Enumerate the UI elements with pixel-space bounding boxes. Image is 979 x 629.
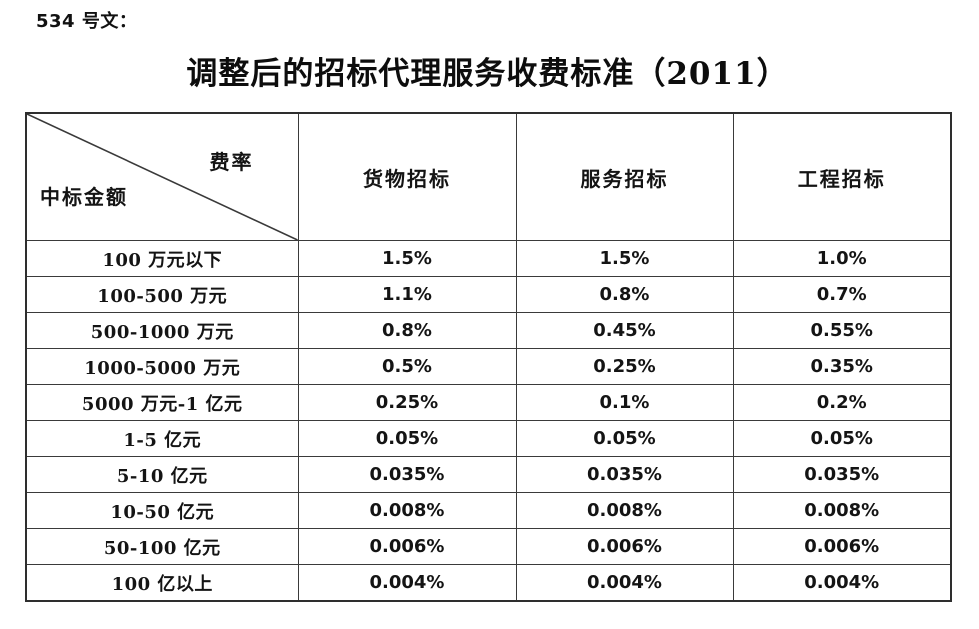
amount-cell: 100 亿以上 <box>25 564 299 602</box>
service-rate-cell: 1.5% <box>515 240 734 277</box>
goods-rate-cell: 0.004% <box>297 564 517 602</box>
amount-cell: 1000-5000 万元 <box>25 348 299 385</box>
table-row: 1000-5000 万元 0.5% 0.25% 0.35% <box>25 348 952 385</box>
table-row: 5-10 亿元 0.035% 0.035% 0.035% <box>25 456 952 493</box>
engineering-rate-cell: 0.035% <box>732 456 952 493</box>
corner-cell: 费率 中标金额 <box>25 112 299 241</box>
engineering-rate-cell: 0.05% <box>732 420 952 457</box>
service-rate-cell: 0.1% <box>515 384 734 421</box>
amount-cell: 10-50 亿元 <box>25 492 299 529</box>
amount-cell: 5-10 亿元 <box>25 456 299 493</box>
goods-rate-cell: 0.25% <box>297 384 517 421</box>
amount-cell: 100 万元以下 <box>25 240 299 277</box>
goods-rate-cell: 0.035% <box>297 456 517 493</box>
table-row: 500-1000 万元 0.8% 0.45% 0.55% <box>25 312 952 349</box>
engineering-rate-cell: 0.55% <box>732 312 952 349</box>
table-row: 5000 万元-1 亿元 0.25% 0.1% 0.2% <box>25 384 952 421</box>
engineering-rate-cell: 1.0% <box>732 240 952 277</box>
doc-number-label: 534 号文： <box>36 11 138 32</box>
amount-cell: 100-500 万元 <box>25 276 299 313</box>
goods-rate-cell: 1.5% <box>297 240 517 277</box>
table-row: 50-100 亿元 0.006% 0.006% 0.006% <box>25 528 952 565</box>
corner-label-amount: 中标金额 <box>40 185 128 209</box>
table-row: 10-50 亿元 0.008% 0.008% 0.008% <box>25 492 952 529</box>
amount-cell: 50-100 亿元 <box>25 528 299 565</box>
column-header-engineering: 工程招标 <box>732 112 952 241</box>
engineering-rate-cell: 0.35% <box>732 348 952 385</box>
service-rate-cell: 0.05% <box>515 420 734 457</box>
service-rate-cell: 0.008% <box>515 492 734 529</box>
goods-rate-cell: 0.5% <box>297 348 517 385</box>
table-row: 100 亿以上 0.004% 0.004% 0.004% <box>25 564 952 602</box>
service-rate-cell: 0.004% <box>515 564 734 602</box>
engineering-rate-cell: 0.7% <box>732 276 952 313</box>
diagonal-divider-line <box>27 114 298 240</box>
column-header-goods: 货物招标 <box>297 112 517 241</box>
column-header-service: 服务招标 <box>515 112 734 241</box>
engineering-rate-cell: 0.008% <box>732 492 952 529</box>
service-rate-cell: 0.25% <box>515 348 734 385</box>
service-rate-cell: 0.8% <box>515 276 734 313</box>
service-rate-cell: 0.45% <box>515 312 734 349</box>
table-row: 100-500 万元 1.1% 0.8% 0.7% <box>25 276 952 313</box>
goods-rate-cell: 0.8% <box>297 312 517 349</box>
engineering-rate-cell: 0.004% <box>732 564 952 602</box>
page-title: 调整后的招标代理服务收费标准（2011） <box>186 56 789 92</box>
table-row: 1-5 亿元 0.05% 0.05% 0.05% <box>25 420 952 457</box>
corner-label-rate: 费率 <box>209 150 254 174</box>
goods-rate-cell: 1.1% <box>297 276 517 313</box>
amount-cell: 5000 万元-1 亿元 <box>25 384 299 421</box>
fee-rate-table: 费率 中标金额 货物招标 服务招标 工程招标 100 万元以下 1.5% 1.5… <box>25 112 952 602</box>
table-header-row: 费率 中标金额 货物招标 服务招标 工程招标 <box>25 112 952 241</box>
service-rate-cell: 0.006% <box>515 528 734 565</box>
goods-rate-cell: 0.008% <box>297 492 517 529</box>
service-rate-cell: 0.035% <box>515 456 734 493</box>
engineering-rate-cell: 0.006% <box>732 528 952 565</box>
amount-cell: 1-5 亿元 <box>25 420 299 457</box>
amount-cell: 500-1000 万元 <box>25 312 299 349</box>
goods-rate-cell: 0.006% <box>297 528 517 565</box>
table-row: 100 万元以下 1.5% 1.5% 1.0% <box>25 240 952 277</box>
engineering-rate-cell: 0.2% <box>732 384 952 421</box>
goods-rate-cell: 0.05% <box>297 420 517 457</box>
